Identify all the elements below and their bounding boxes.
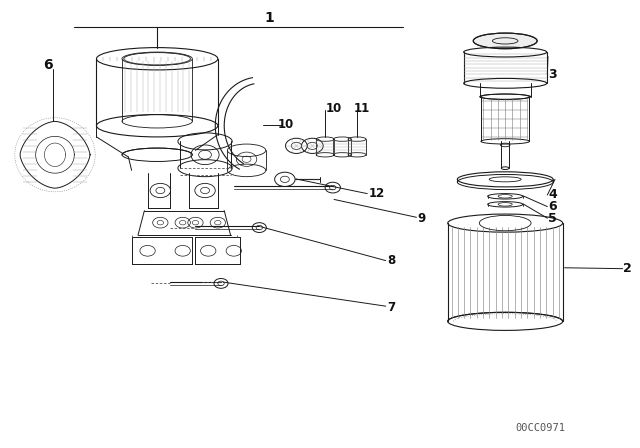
Text: 9: 9 — [418, 212, 426, 225]
Text: 12: 12 — [369, 187, 385, 200]
Text: 3: 3 — [548, 68, 557, 81]
Text: 1: 1 — [264, 11, 274, 25]
Text: 4: 4 — [548, 189, 557, 202]
Ellipse shape — [473, 33, 537, 49]
Text: 8: 8 — [387, 254, 396, 267]
Text: 2: 2 — [623, 262, 632, 275]
Text: 6: 6 — [44, 58, 53, 73]
Text: 10: 10 — [325, 102, 342, 115]
Text: 10: 10 — [278, 118, 294, 131]
Text: 7: 7 — [387, 301, 395, 314]
Text: 11: 11 — [354, 102, 371, 115]
Text: 5: 5 — [548, 212, 557, 225]
Text: 6: 6 — [548, 200, 557, 213]
Text: 00CC0971: 00CC0971 — [515, 423, 565, 433]
